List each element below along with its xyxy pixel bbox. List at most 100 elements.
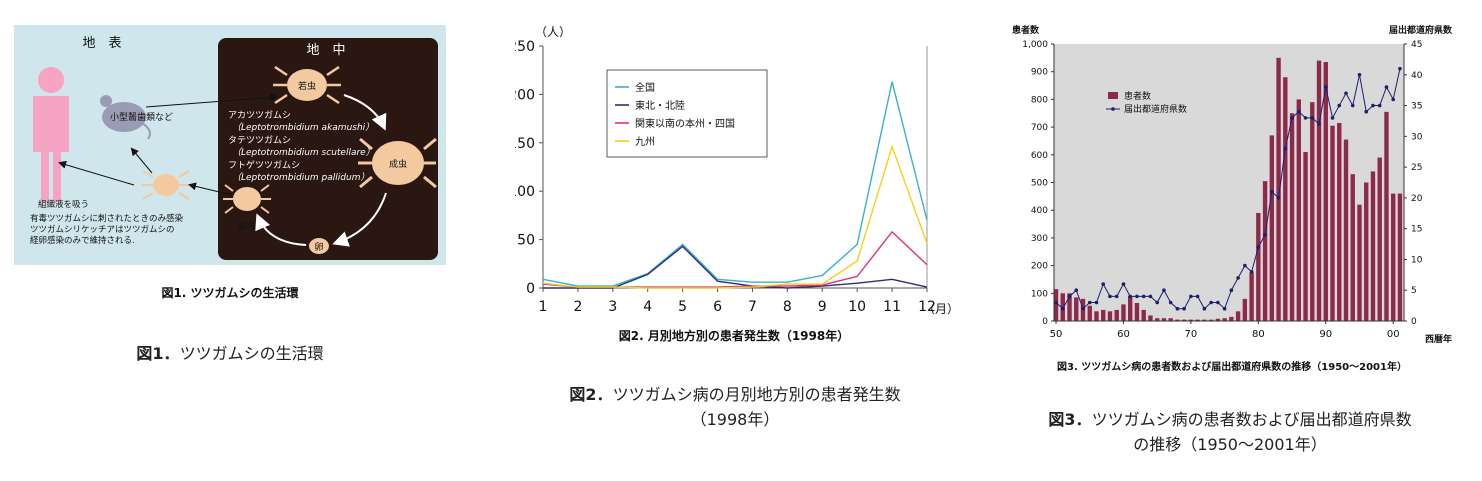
prefecture-point (1377, 103, 1382, 108)
adult-label: 成虫 (389, 158, 407, 170)
bar (1303, 152, 1308, 321)
monthly-cases-chart: （人） （月） 050100150200250123456789101112全国… (508, 25, 959, 316)
x-tick-label: 12 (918, 299, 936, 315)
y2-tick-label: 0 (1411, 317, 1417, 327)
bar (1242, 298, 1248, 321)
fig1-caption: 図1．ツツガムシの生活環 (0, 341, 460, 366)
prefecture-point (1283, 146, 1288, 151)
fig2-subcaption: 図2. 月別地方別の患者発生数（1998年） (618, 329, 850, 343)
prefecture-point (1195, 294, 1200, 299)
annual-cases-chart: 患者数 届出都道府県数 西暦年 010020030040050060070080… (1012, 24, 1453, 345)
larva-icon (223, 184, 271, 214)
arrow-egg-to-larva (255, 213, 307, 246)
fig3-panel: 患者数 届出都道府県数 西暦年 0 100 200 300 400 500 600 700 80… (1012, 20, 1453, 355)
legend-bar-label: 患者数 (1124, 90, 1151, 102)
y-tick-label: 500 (1031, 179, 1048, 189)
prefecture-point (1209, 300, 1213, 305)
fig3-caption-line2: の推移（1950〜2001年） (1133, 435, 1327, 454)
prefecture-point (1087, 300, 1092, 305)
prefecture-point (1222, 306, 1227, 311)
y-tick-label: 100 (515, 184, 535, 200)
x-tick-label: 11 (883, 299, 901, 315)
bar (1269, 135, 1275, 321)
bar (1188, 319, 1194, 321)
prefecture-point (1135, 294, 1139, 299)
arrow-rodent-to-nymph (145, 93, 278, 108)
x-tick-label: 60 (1117, 329, 1130, 340)
y-tick-label: 150 (515, 136, 535, 152)
prefecture-point (1067, 294, 1072, 299)
species-list: アカツツガムシ （Leptotrombidium akamushi） タテツツガ… (228, 110, 378, 183)
bar (1087, 305, 1092, 321)
bar (1094, 311, 1099, 321)
prefecture-point (1243, 263, 1247, 268)
bar (1370, 171, 1376, 321)
larva-label: 幼虫 (238, 220, 256, 232)
prefecture-point (1054, 300, 1058, 305)
prefecture-point (1290, 116, 1294, 120)
x-tick-label: 7 (748, 299, 757, 315)
bar (1276, 57, 1281, 321)
fig3-caption-num: 図3． (1048, 410, 1092, 429)
species-3-latin: （Leptotrombidium pallidum） (232, 172, 369, 183)
bar (1141, 309, 1146, 321)
prefecture-point (1114, 294, 1119, 299)
bar (1229, 316, 1234, 321)
fig2-caption-num: 図2． (569, 385, 613, 404)
prefecture-point (1270, 189, 1274, 194)
prefecture-point (1182, 306, 1186, 311)
bar (1161, 318, 1167, 321)
adult-icon (358, 137, 437, 189)
x-tick-label: 8 (783, 299, 792, 315)
bar (1215, 318, 1221, 321)
x-tick-label: 4 (643, 299, 652, 315)
x-tick-label: 80 (1252, 329, 1265, 340)
egg-label: 卵 (314, 242, 323, 253)
fig3-caption: 図3．ツツガムシ病の患者数および届出都道府県数 の推移（1950〜2001年） (995, 407, 1465, 457)
bar (1316, 60, 1322, 322)
fig3-subcaption: 図3. ツツガムシ病の患者数および届出都道府県数の推移（1950〜2001年） (1057, 362, 1407, 373)
bar (1343, 139, 1349, 321)
legend-label-3: 関東以南の本州・四国 (635, 117, 735, 130)
prefecture-point (1317, 122, 1321, 126)
prefecture-point (1074, 288, 1079, 293)
prefecture-point (1175, 306, 1180, 311)
nymph-label: 若虫 (298, 80, 316, 92)
bar (1289, 113, 1295, 321)
fig3-caption-line1: ツツガムシ病の患者数および届出都道府県数 (1091, 410, 1412, 429)
y-tick-label: 200 (515, 87, 535, 103)
fig2-caption: 図2．ツツガムシ病の月別地方別の患者発生数 （1998年） (505, 382, 965, 432)
bar (1168, 318, 1173, 321)
x-tick-label: 1 (539, 299, 548, 315)
bar (1202, 319, 1207, 321)
bar (1128, 296, 1133, 321)
y-tick-label: 250 (515, 39, 535, 55)
arrow-larva-to-surface (188, 182, 233, 196)
rodent-label: 小型齧歯類など (110, 111, 173, 123)
species-2: タテツツガムシ (228, 135, 291, 146)
lifecycle-notes: 組織液を吸う 有毒ツツガムシに刺されたときのみ感染 ツツガムシリケッチアはツツガ… (30, 199, 186, 246)
prefecture-point (1141, 294, 1146, 299)
note-2: 有毒ツツガムシに刺されたときのみ感染 (30, 213, 184, 224)
bar (1249, 272, 1254, 321)
fig2-panel: （人） （月） 050100150200250123456789101112全国… (508, 14, 959, 319)
prefecture-point (1384, 85, 1389, 89)
series-line-2 (543, 245, 928, 289)
fig1-caption-text: ツツガムシの生活環 (179, 344, 324, 363)
prefecture-point (1350, 103, 1355, 108)
x-tick-label: 2 (573, 299, 582, 315)
bar (1357, 204, 1362, 321)
y2-tick-label: 25 (1411, 163, 1422, 173)
prefecture-point (1371, 103, 1375, 108)
x-tick-label: 00 (1387, 329, 1400, 340)
prefecture-point (1128, 294, 1133, 299)
prefecture-point (1101, 282, 1106, 286)
y-tick-label: 100 (1031, 289, 1048, 299)
bar (1377, 157, 1382, 321)
y-tick-label: 200 (1031, 262, 1048, 272)
prefecture-point (1202, 306, 1207, 311)
human-icon (33, 67, 69, 202)
x-unit-label: （月） (923, 302, 953, 316)
note-3: ツツガムシリケッチアはツツガムシの (30, 224, 175, 235)
fig1-subcaption: 図1. ツツガムシの生活環 (161, 286, 299, 300)
